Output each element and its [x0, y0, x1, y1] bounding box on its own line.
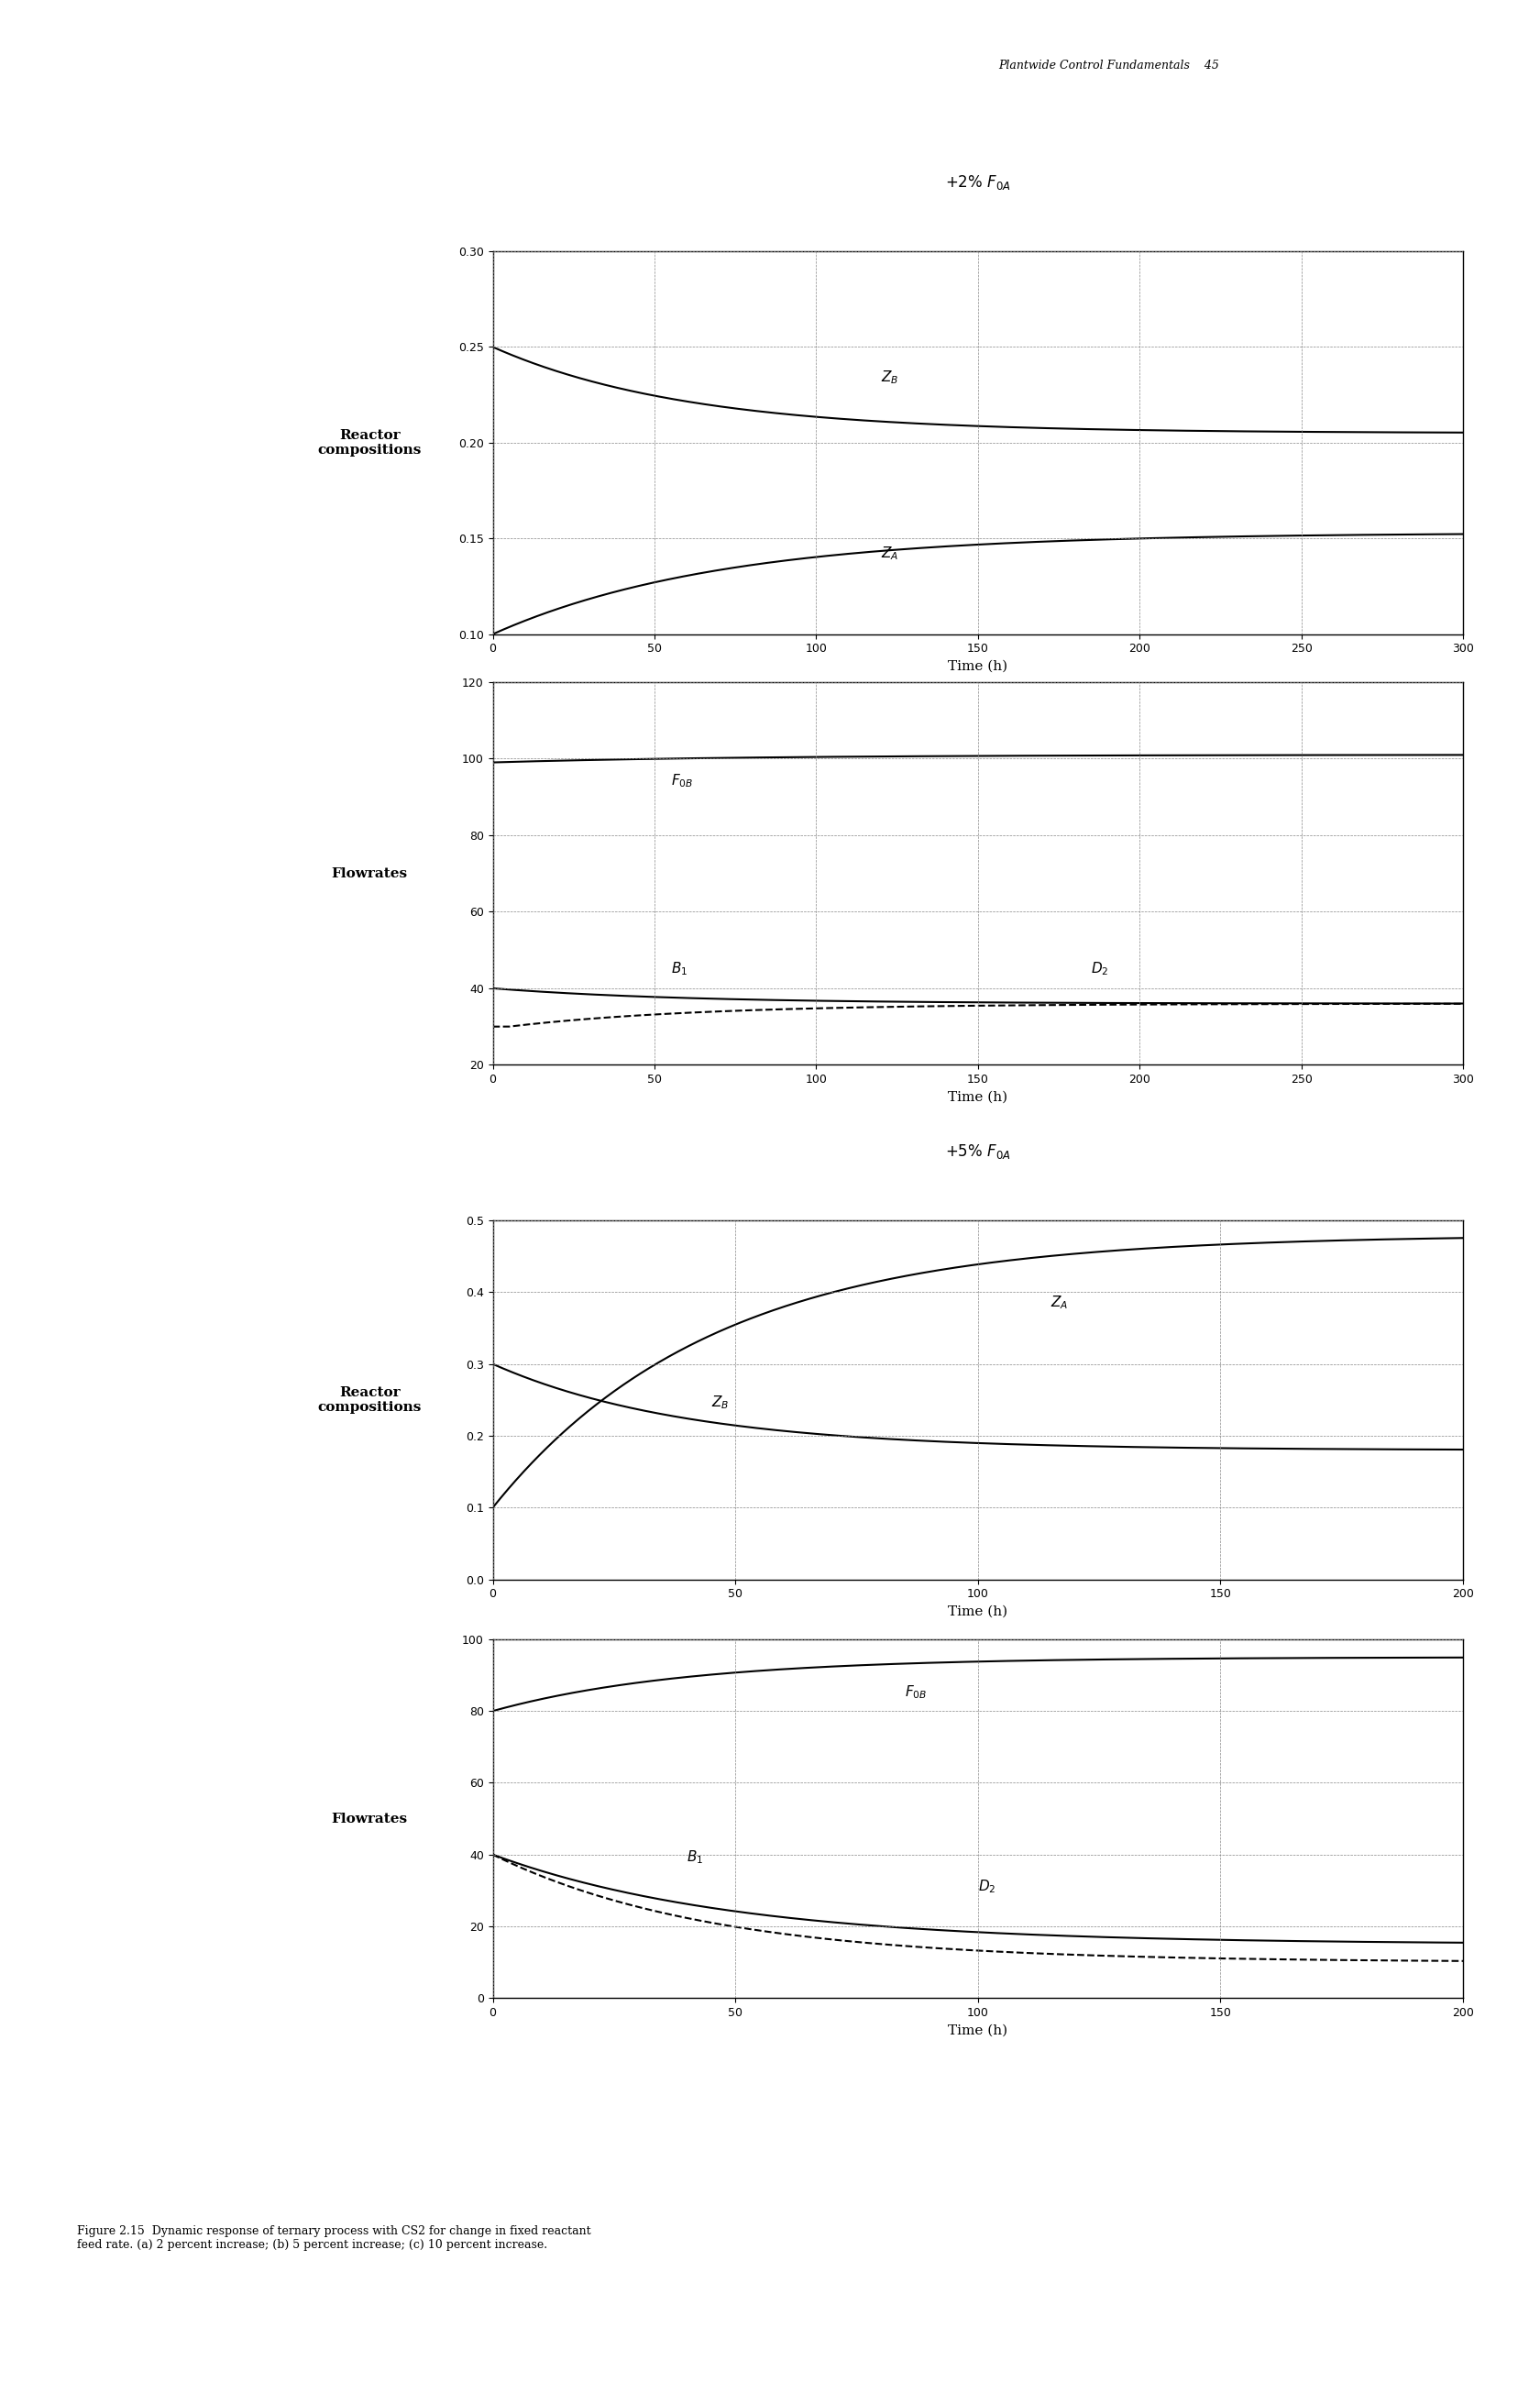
Text: $F_{0B}$: $F_{0B}$	[671, 773, 693, 790]
Text: $B_1$: $B_1$	[687, 1850, 704, 1867]
Text: $D_2$: $D_2$	[978, 1879, 996, 1895]
X-axis label: Time (h): Time (h)	[949, 2024, 1007, 2036]
X-axis label: Time (h): Time (h)	[949, 660, 1007, 672]
Text: Flowrates: Flowrates	[331, 1812, 408, 1826]
Text: $F_{0B}$: $F_{0B}$	[906, 1685, 927, 1701]
Text: Flowrates: Flowrates	[331, 866, 408, 881]
Text: $Z_B$: $Z_B$	[881, 369, 899, 385]
Text: $Z_A$: $Z_A$	[881, 546, 899, 562]
Text: $+5\%\ F_{0A}$: $+5\%\ F_{0A}$	[946, 1141, 1010, 1161]
Text: Reactor
compositions: Reactor compositions	[317, 428, 422, 457]
Text: $D_2$: $D_2$	[1092, 960, 1109, 976]
Text: Plantwide Control Fundamentals    45: Plantwide Control Fundamentals 45	[998, 60, 1220, 72]
Text: $Z_A$: $Z_A$	[1050, 1295, 1069, 1311]
X-axis label: Time (h): Time (h)	[949, 1091, 1007, 1103]
Text: Reactor
compositions: Reactor compositions	[317, 1386, 422, 1414]
Text: $Z_B$: $Z_B$	[711, 1395, 728, 1412]
Text: $+2\%\ F_{0A}$: $+2\%\ F_{0A}$	[946, 172, 1010, 191]
X-axis label: Time (h): Time (h)	[949, 1606, 1007, 1618]
Text: $B_1$: $B_1$	[671, 960, 687, 976]
Text: Figure 2.15  Dynamic response of ternary process with CS2 for change in fixed re: Figure 2.15 Dynamic response of ternary …	[77, 2225, 591, 2252]
